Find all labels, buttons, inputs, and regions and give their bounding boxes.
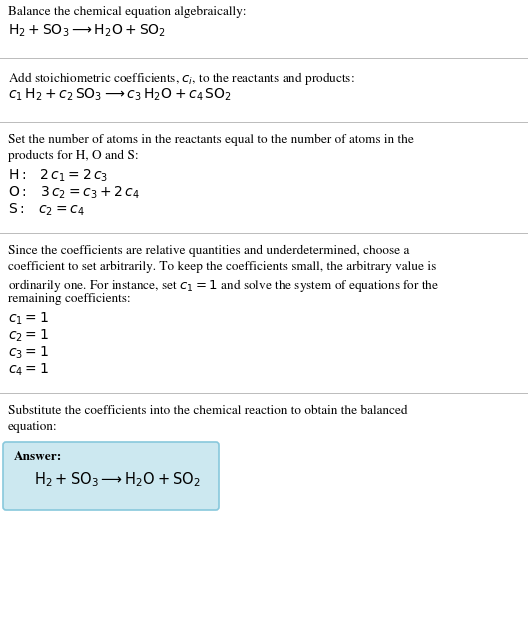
Text: Set the number of atoms in the reactants equal to the number of atoms in the: Set the number of atoms in the reactants… (8, 134, 414, 146)
Text: Add stoichiometric coefficients, $c_i$, to the reactants and products:: Add stoichiometric coefficients, $c_i$, … (8, 70, 355, 87)
Text: $c_2 = 1$: $c_2 = 1$ (8, 328, 49, 344)
Text: $c_3 = 1$: $c_3 = 1$ (8, 345, 49, 362)
FancyBboxPatch shape (3, 442, 219, 510)
Text: remaining coefficients:: remaining coefficients: (8, 293, 130, 305)
Text: $\mathrm{H_2 + SO_3 \longrightarrow H_2O + SO_2}$: $\mathrm{H_2 + SO_3 \longrightarrow H_2O… (8, 23, 166, 39)
Text: Since the coefficients are relative quantities and underdetermined, choose a: Since the coefficients are relative quan… (8, 245, 409, 257)
Text: $c_4 = 1$: $c_4 = 1$ (8, 362, 49, 379)
Text: equation:: equation: (8, 421, 58, 433)
Text: $c_1\,\mathrm{H_2} + c_2\,\mathrm{SO_3} \longrightarrow c_3\,\mathrm{H_2O} + c_4: $c_1\,\mathrm{H_2} + c_2\,\mathrm{SO_3} … (8, 87, 232, 104)
Text: Substitute the coefficients into the chemical reaction to obtain the balanced: Substitute the coefficients into the che… (8, 405, 408, 416)
Text: Answer:: Answer: (14, 451, 62, 463)
Text: ordinarily one. For instance, set $c_1 = 1$ and solve the system of equations fo: ordinarily one. For instance, set $c_1 =… (8, 277, 439, 294)
Text: $\mathrm{H:}\;\;\;2\,c_1 = 2\,c_3$: $\mathrm{H:}\;\;\;2\,c_1 = 2\,c_3$ (8, 168, 108, 185)
Text: products for H, O and S:: products for H, O and S: (8, 150, 139, 162)
Text: $\mathrm{O:}\;\;\;3\,c_2 = c_3 + 2\,c_4$: $\mathrm{O:}\;\;\;3\,c_2 = c_3 + 2\,c_4$ (8, 185, 140, 202)
Text: $c_1 = 1$: $c_1 = 1$ (8, 311, 49, 327)
Text: $\mathrm{S:}\;\;\;c_2 = c_4$: $\mathrm{S:}\;\;\;c_2 = c_4$ (8, 202, 84, 219)
Text: $\mathrm{H_2 + SO_3 \longrightarrow H_2O + SO_2}$: $\mathrm{H_2 + SO_3 \longrightarrow H_2O… (34, 470, 201, 489)
Text: Balance the chemical equation algebraically:: Balance the chemical equation algebraica… (8, 6, 247, 18)
Text: coefficient to set arbitrarily. To keep the coefficients small, the arbitrary va: coefficient to set arbitrarily. To keep … (8, 261, 436, 273)
